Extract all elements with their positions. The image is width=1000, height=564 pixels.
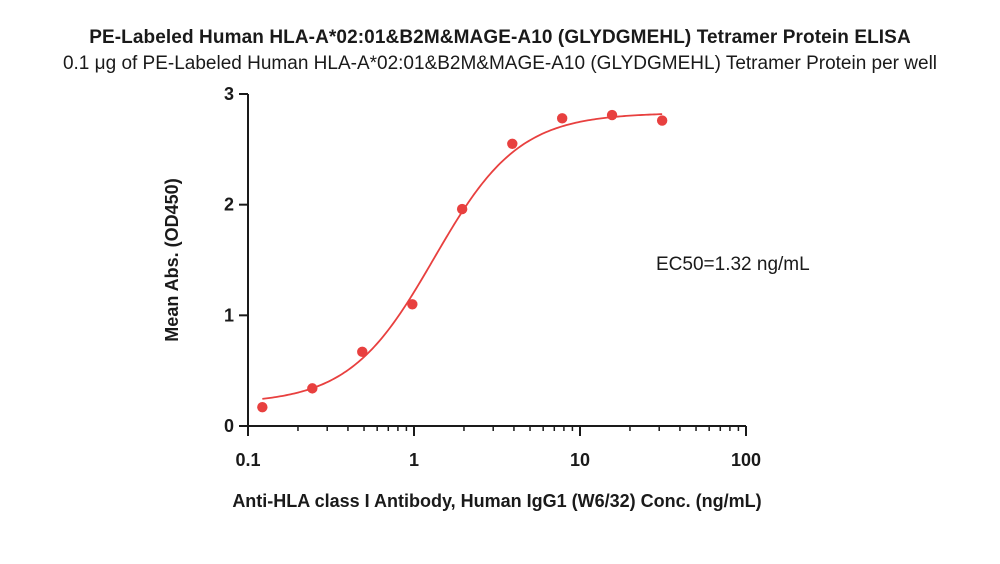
data-point xyxy=(556,113,568,124)
data-point xyxy=(357,346,368,358)
ec50-annotation: EC50=1.32 ng/mL xyxy=(656,254,810,275)
x-tick-label: 0.1 xyxy=(235,450,260,470)
fit-curve xyxy=(262,113,663,400)
y-tick-label: 1 xyxy=(224,305,234,325)
data-point xyxy=(456,203,468,215)
axes: 0 1 2 3 0.1 1 10 100 xyxy=(224,84,761,470)
data-point xyxy=(307,383,318,394)
x-axis-title: Anti-HLA class I Antibody, Human IgG1 (W… xyxy=(232,491,761,511)
chart-subtitle: 0.1 μg of PE-Labeled Human HLA-A*02:01&B… xyxy=(62,53,938,74)
fit-curve-layer xyxy=(262,113,663,400)
data-point xyxy=(507,138,518,149)
y-tick-label: 0 xyxy=(224,416,234,436)
y-tick-label: 3 xyxy=(224,84,234,104)
x-tick-label: 10 xyxy=(570,450,590,470)
chart-title: PE-Labeled Human HLA-A*02:01&B2M&MAGE-A1… xyxy=(89,27,911,48)
data-point xyxy=(656,115,668,126)
x-tick-label: 1 xyxy=(409,450,419,470)
x-tick-label: 100 xyxy=(731,450,761,470)
data-point xyxy=(606,109,618,121)
y-tick-label: 2 xyxy=(224,195,234,215)
data-points-layer xyxy=(257,109,668,413)
y-axis-title: Mean Abs. (OD450) xyxy=(162,178,182,341)
data-point xyxy=(257,401,268,413)
data-point xyxy=(407,299,418,310)
